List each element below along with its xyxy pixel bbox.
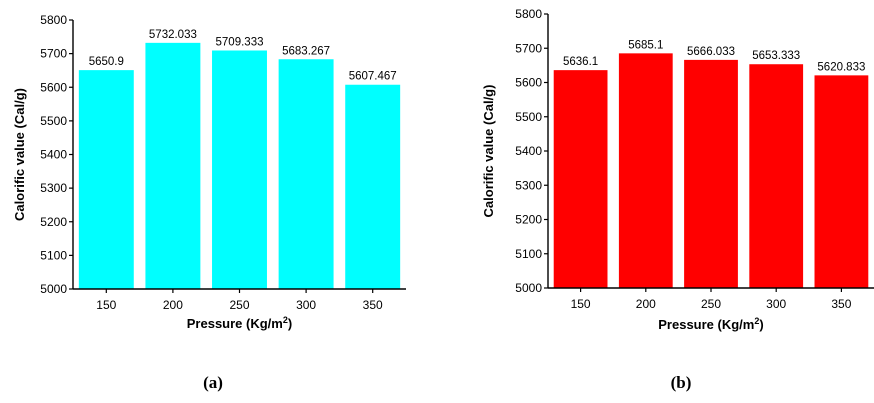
x-tick-label: 200	[636, 297, 656, 311]
x-tick-label: 350	[831, 297, 851, 311]
y-tick-label: 5600	[515, 76, 542, 90]
panel-label: (a)	[203, 373, 223, 392]
x-axis-title: Pressure (Kg/m2)	[658, 316, 763, 332]
data-label: 5620.833	[817, 61, 865, 73]
x-axis-title: Pressure (Kg/m2)	[187, 315, 292, 331]
bar	[814, 75, 869, 288]
bar	[345, 84, 401, 290]
y-tick-label: 5800	[40, 13, 67, 27]
x-tick-label: 250	[229, 298, 249, 312]
y-tick-label: 5000	[40, 282, 67, 296]
bar	[145, 42, 201, 289]
x-tick-label: 250	[701, 297, 721, 311]
x-axis-title-superscript: 2	[283, 315, 288, 325]
y-tick-label: 5100	[515, 247, 542, 261]
y-tick-label: 5200	[515, 213, 542, 227]
x-axis-title-suffix: )	[288, 316, 292, 331]
x-tick-label: 150	[571, 297, 591, 311]
data-label: 5732.033	[149, 29, 197, 41]
y-tick-label: 5200	[40, 215, 67, 229]
bar	[618, 53, 673, 288]
y-tick-label: 5300	[40, 181, 67, 195]
y-tick-label: 5500	[515, 110, 542, 124]
x-axis-title-main: Pressure (Kg/m	[187, 316, 283, 331]
x-tick-label: 150	[96, 298, 116, 312]
y-axis-title: Calorific value (Cal/g)	[12, 88, 27, 221]
y-tick-label: 5000	[515, 281, 542, 295]
bar	[684, 59, 738, 288]
y-tick-label: 5800	[515, 7, 542, 21]
x-tick-label: 350	[363, 298, 383, 312]
data-label: 5709.333	[216, 36, 264, 48]
chart-panel-1: 5650.9 5732.033 5709.333 5683.267 5607.467 50…	[12, 13, 406, 392]
data-label: 5607.467	[349, 71, 397, 83]
data-label: 5685.1	[628, 39, 663, 51]
bar	[78, 70, 134, 289]
bar	[749, 64, 804, 288]
y-tick-label: 5400	[40, 148, 67, 162]
bar	[553, 70, 608, 288]
x-axis-title-suffix: )	[759, 317, 763, 332]
bar	[212, 50, 267, 289]
data-label: 5650.9	[89, 56, 124, 68]
x-axis-title-main: Pressure (Kg/m	[658, 317, 754, 332]
y-tick-label: 5700	[40, 47, 67, 61]
data-label: 5666.033	[687, 46, 735, 58]
y-tick-label: 5100	[40, 248, 67, 262]
y-tick-label: 5700	[515, 41, 542, 55]
x-tick-label: 200	[163, 298, 183, 312]
y-tick-label: 5500	[40, 114, 67, 128]
bar	[278, 59, 334, 289]
data-label: 5683.267	[282, 45, 330, 57]
y-tick-label: 5300	[515, 178, 542, 192]
data-label: 5636.1	[563, 56, 598, 68]
panel-label: (b)	[671, 373, 692, 392]
x-tick-label: 300	[296, 298, 316, 312]
y-tick-label: 5600	[40, 80, 67, 94]
x-axis-title-superscript: 2	[754, 316, 759, 326]
y-axis-title: Calorific value (Cal/g)	[481, 85, 496, 218]
y-tick-label: 5400	[515, 144, 542, 158]
data-label: 5653.333	[752, 50, 800, 62]
chart-panel-2: 5636.1 5685.1 5666.033 5653.333 5620.833 5000…	[481, 7, 874, 392]
x-tick-label: 300	[766, 297, 786, 311]
